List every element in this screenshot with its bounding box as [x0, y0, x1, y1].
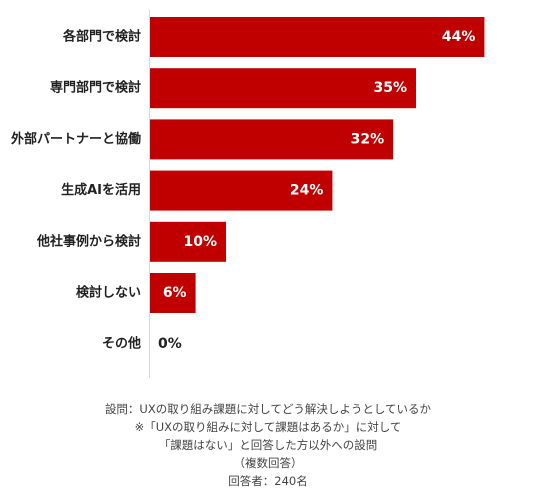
category-label: 他社事例から検討	[36, 233, 141, 249]
bars-layer: 各部門で検討 44% 専門部門で検討 35% 外部パートナーと協働 32% 生成AIを活用 2…	[10, 17, 485, 352]
note-question: 設問：UXの取り組み課題に対してどう解決しようとしているか	[104, 402, 432, 416]
note-respondents: 回答者：240名	[228, 474, 308, 488]
note-multiple-answer: （複数回答）	[233, 456, 303, 470]
bar	[150, 273, 196, 313]
bar	[150, 17, 485, 57]
category-label: 検討しない	[76, 285, 141, 301]
value-label: 10%	[183, 234, 217, 250]
bar	[150, 221, 226, 262]
category-label: 外部パートナーと協働	[10, 131, 141, 147]
value-label: 44%	[442, 29, 476, 45]
note-condition: ※「UXの取り組みに対して課題はあるか」に対して	[134, 420, 402, 434]
category-label: 専門部門で検討	[50, 80, 141, 96]
bar	[150, 68, 416, 109]
bar	[150, 119, 394, 160]
value-label: 6%	[163, 285, 187, 301]
survey-notes: 設問：UXの取り組み課題に対してどう解決しようとしているか ※「UXの取り組みに…	[0, 400, 536, 490]
category-label: その他	[102, 336, 141, 352]
value-label: 32%	[351, 131, 385, 147]
value-label: 24%	[290, 183, 324, 199]
bar-chart: 各部門で検討 44% 専門部門で検討 35% 外部パートナーと協働 32% 生成AIを活用 2…	[10, 10, 485, 378]
category-label: 生成AIを活用	[61, 182, 141, 198]
category-label: 各部門で検討	[62, 29, 141, 45]
value-label: 35%	[373, 80, 407, 96]
note-condition-cont: 「課題はない」と回答した方以外への設問	[158, 438, 378, 452]
bar	[150, 170, 333, 211]
value-label: 0%	[158, 336, 182, 352]
